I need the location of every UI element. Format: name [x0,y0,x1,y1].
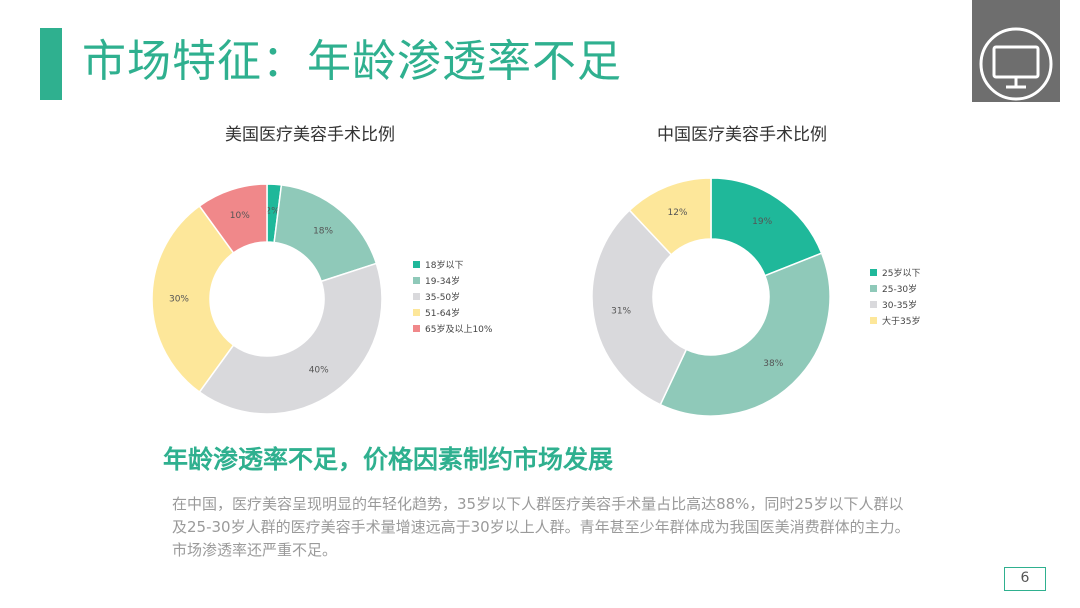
section-subheading: 年龄渗透率不足，价格因素制约市场发展 [163,445,614,474]
cn-donut-chart: 19% 38% 31% 12% [591,177,831,417]
us-legend-label: 19-34岁 [425,276,461,287]
us-legend-swatch [413,324,420,332]
body-paragraph: 在中国，医疗美容呈现明显的年轻化趋势，35岁以下人群医疗美容手术量占比高达88%… [172,495,910,559]
us-legend-label: 51-64岁 [425,308,461,319]
cn-legend-item: 30-35岁 [870,296,920,312]
cn-slice-label-2: 31% [611,307,631,317]
title-accent-bar [40,28,62,100]
cn-legend-item: 25-30岁 [870,280,920,296]
us-chart-legend: 18岁以下 19-34岁 35-50岁 51-64岁 65岁及以上10% [413,256,492,336]
us-legend-label: 65岁及以上10% [425,324,493,335]
cn-legend-label: 25岁以下 [882,268,921,279]
us-chart-title: 美国医疗美容手术比例 [225,125,395,145]
cn-chart-title: 中国医疗美容手术比例 [657,125,827,145]
cn-legend-swatch [870,316,877,324]
us-slice-3 [151,204,235,394]
cn-chart-legend: 25岁以下 25-30岁 30-35岁 大于35岁 [870,264,920,328]
us-legend-label: 35-50岁 [425,292,461,303]
us-donut-chart: 2% 18% 40% 30% 10% [151,183,383,415]
us-slice-label-0: 2% [265,207,280,217]
us-legend-item: 19-34岁 [413,272,492,288]
us-slice-label-4: 10% [230,211,250,221]
cn-legend-swatch [870,284,877,292]
corner-tab [972,0,1060,102]
us-slice-label-1: 18% [313,227,333,237]
cn-slice-1 [659,252,831,417]
cn-slice-3 [628,177,712,256]
us-legend-swatch [413,308,420,316]
us-legend-item: 18岁以下 [413,256,492,272]
cn-legend-label: 25-30岁 [882,284,918,295]
us-legend-swatch [413,292,420,300]
us-slice-2 [198,262,383,415]
us-slice-4 [198,183,268,254]
cn-legend-label: 30-35岁 [882,300,918,311]
cn-slice-2 [591,209,688,406]
us-legend-label: 18岁以下 [425,260,464,271]
us-legend-swatch [413,260,420,268]
page-number: 6 [1004,567,1046,591]
cn-legend-label: 大于35岁 [882,316,921,327]
us-slice-label-3: 30% [169,295,189,305]
cn-slice-label-0: 19% [752,217,772,227]
us-legend-item: 35-50岁 [413,288,492,304]
us-slice-label-2: 40% [309,366,329,376]
cn-legend-swatch [870,268,877,276]
us-legend-swatch [413,276,420,284]
slide-title: 市场特征：年龄渗透率不足 [82,36,622,87]
us-legend-item: 65岁及以上10% [413,320,492,336]
us-legend-item: 51-64岁 [413,304,492,320]
cn-legend-item: 大于35岁 [870,312,920,328]
cn-slice-label-3: 12% [667,208,687,218]
monitor-icon [979,27,1053,101]
cn-slice-label-1: 38% [763,359,783,369]
cn-slice-0 [710,177,823,277]
cn-legend-item: 25岁以下 [870,264,920,280]
cn-legend-swatch [870,300,877,308]
